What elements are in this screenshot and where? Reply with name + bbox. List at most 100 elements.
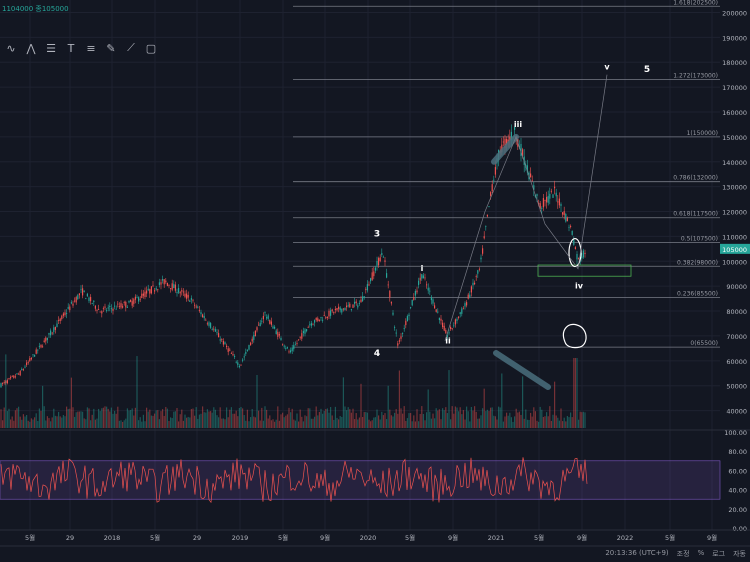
- rsi-line: [0, 457, 588, 504]
- candle-body: [232, 354, 234, 356]
- fib-extension-icon[interactable]: ≡: [86, 41, 96, 55]
- wave-label: 5: [644, 65, 650, 75]
- volume-bar: [61, 417, 63, 428]
- volume-bar: [482, 408, 484, 428]
- volume-bar: [253, 416, 255, 428]
- candle-body: [93, 300, 95, 302]
- volume-bar: [528, 419, 530, 428]
- candle-body: [235, 361, 237, 363]
- volume-bar: [234, 413, 236, 428]
- candle-body: [70, 302, 72, 304]
- candle-body: [242, 359, 244, 361]
- candle-body: [394, 327, 396, 328]
- volume-bar: [90, 420, 92, 428]
- candle-body: [219, 339, 221, 341]
- volume-bar: [470, 406, 472, 428]
- candle-body: [50, 330, 52, 336]
- volume-bar: [456, 407, 458, 428]
- volume-bar: [144, 421, 146, 428]
- candle-body: [282, 343, 284, 345]
- volume-bar: [536, 420, 538, 428]
- volume-bar: [518, 411, 520, 428]
- brush-icon[interactable]: ✎: [106, 41, 116, 55]
- candle-body: [101, 311, 103, 314]
- volume-bar: [531, 416, 533, 428]
- text-icon[interactable]: T: [67, 41, 75, 55]
- volume-bar: [307, 408, 309, 428]
- volume-bar: [147, 411, 149, 428]
- volume-bar: [194, 415, 196, 428]
- candle-body: [168, 285, 170, 286]
- candle-body: [491, 184, 493, 192]
- volume-bar: [82, 411, 84, 428]
- volume-bar: [350, 412, 352, 428]
- ohlc-header: 1104000 종105000: [2, 5, 69, 13]
- volume-bar: [43, 406, 45, 428]
- wave-label: v: [604, 63, 610, 72]
- candle-body: [120, 303, 122, 308]
- candle-body: [453, 325, 455, 327]
- log-toggle[interactable]: 로그: [712, 550, 726, 558]
- volume-bar: [522, 376, 524, 428]
- candle-body: [334, 308, 336, 310]
- volume-bar: [133, 415, 135, 428]
- zigzag-icon[interactable]: ⋀: [26, 41, 36, 55]
- candle-body: [237, 362, 239, 366]
- price-tick: 70000: [726, 333, 747, 341]
- candle-body: [136, 297, 138, 299]
- ruler-icon[interactable]: ⟋: [127, 41, 135, 54]
- volume-bar: [560, 408, 562, 428]
- candle-body: [46, 337, 48, 340]
- volume-bar: [186, 417, 188, 428]
- volume-bar: [547, 416, 549, 428]
- volume-bar: [13, 420, 15, 428]
- candle-body: [402, 332, 404, 334]
- volume-bar: [139, 417, 141, 428]
- candle-body: [104, 306, 106, 308]
- candle-body: [531, 180, 533, 182]
- volume-bar: [389, 409, 391, 428]
- volume-bar: [483, 388, 485, 428]
- candle-body: [547, 195, 549, 203]
- volume-bar: [208, 411, 210, 428]
- candle-body: [443, 325, 445, 331]
- candle-body: [11, 376, 13, 378]
- volume-bar: [290, 412, 292, 428]
- candle-body: [290, 350, 292, 353]
- candle-body: [19, 371, 21, 376]
- candle-body: [107, 307, 109, 309]
- volume-bar: [558, 420, 560, 428]
- fib-label: 1(150000): [687, 130, 718, 137]
- adjust-toggle[interactable]: 조정: [676, 550, 690, 558]
- volume-bar: [501, 373, 503, 428]
- volume-bar: [10, 419, 12, 428]
- percent-toggle[interactable]: %: [697, 549, 705, 557]
- candle-body: [325, 317, 327, 319]
- candle-body: [509, 136, 511, 141]
- candle-body: [398, 340, 400, 342]
- candle-body: [326, 316, 328, 319]
- candle-body: [296, 343, 298, 344]
- rectangle-icon[interactable]: ▢: [145, 41, 157, 55]
- fib-retracement-icon[interactable]: ☰: [46, 41, 56, 55]
- candle-body: [2, 383, 4, 384]
- candle-body: [430, 296, 432, 301]
- volume-bar: [102, 407, 104, 428]
- candle-body: [179, 292, 181, 294]
- volume-bar: [382, 415, 384, 428]
- candle-body: [421, 274, 423, 279]
- wave-icon[interactable]: ∿: [6, 41, 16, 55]
- volume-bar: [400, 408, 402, 428]
- volume-bar: [469, 421, 471, 428]
- volume-bar: [502, 421, 504, 428]
- volume-bar: [550, 420, 552, 428]
- candle-body: [189, 300, 191, 302]
- volume-bar: [293, 419, 295, 428]
- candle-body: [131, 301, 133, 306]
- candle-body: [24, 366, 26, 368]
- auto-toggle[interactable]: 자동: [733, 550, 746, 558]
- volume-bar: [70, 377, 72, 428]
- volume-bar: [448, 370, 450, 428]
- candle-body: [78, 293, 80, 296]
